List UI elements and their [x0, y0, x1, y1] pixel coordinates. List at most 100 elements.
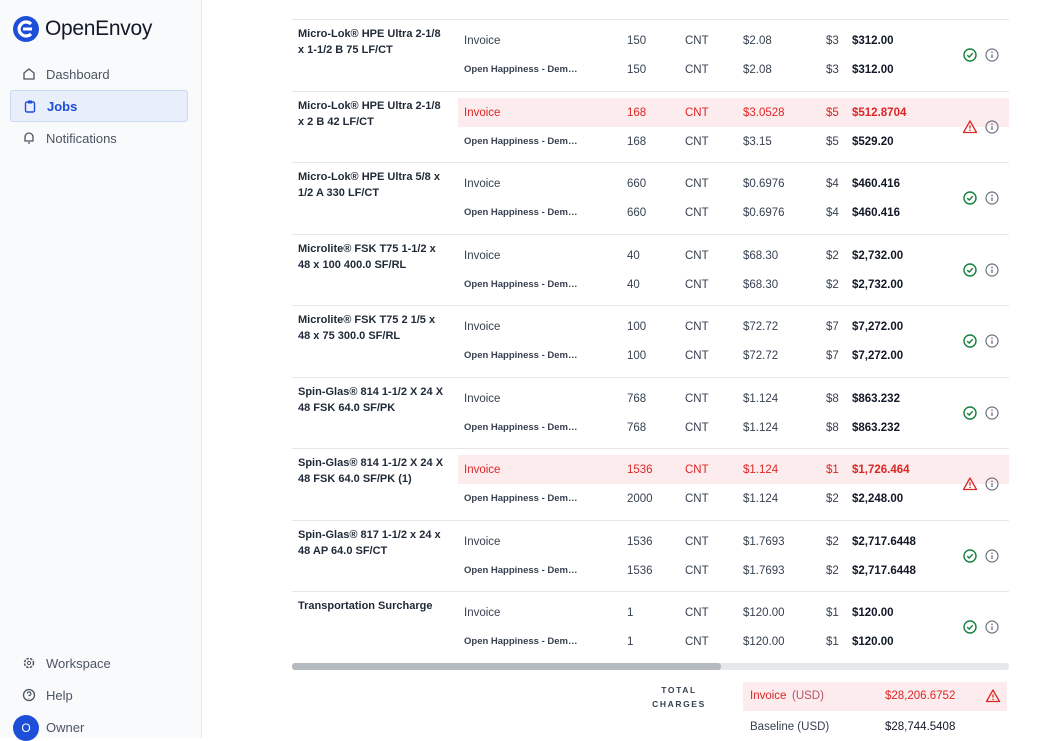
item-name: Micro-Lok® HPE Ultra 2-1/8 x 2 B 42 LF/C…	[298, 99, 441, 128]
tax-cell: $7	[826, 321, 839, 333]
tax-cell: $5	[826, 106, 839, 119]
unit-price-cell: $2.08	[743, 35, 772, 47]
sidebar: OpenEnvoy Dashboard Jobs Notifications W…	[0, 0, 202, 741]
nav-item[interactable]: Workspace	[10, 647, 188, 679]
uom-cell: CNT	[685, 421, 709, 434]
uom-cell: CNT	[685, 464, 709, 476]
source-cell: Invoice	[464, 464, 501, 476]
source-cell: Open Happiness - Dem…	[464, 135, 578, 147]
item-name: Spin-Glas® 817 1-1/2 x 24 x 48 AP 64.0 S…	[298, 528, 441, 557]
item-name: Transportation Surcharge	[298, 600, 433, 612]
nav-label: Help	[46, 687, 73, 703]
warning-triangle	[962, 119, 978, 133]
ok-icon	[963, 620, 977, 634]
unit-price-cell: $1.7693	[743, 535, 785, 548]
info-circle	[985, 334, 999, 348]
row-divider	[292, 591, 1009, 592]
item-name: Microlite® FSK T75 1-1/2 x 48 x 100 400.…	[298, 242, 436, 271]
item-name: Spin-Glas® 814 1-1/2 X 24 X 48 FSK 64.0 …	[298, 457, 444, 485]
uom-cell: CNT	[685, 607, 709, 619]
total-cell: $529.20	[852, 135, 894, 148]
ok-icon	[963, 191, 977, 205]
source-cell: Invoice	[464, 321, 501, 333]
check-circle	[963, 620, 977, 634]
uom-cell: CNT	[685, 207, 709, 219]
uom-cell: CNT	[685, 64, 709, 76]
nav-item[interactable]: Notifications	[10, 122, 188, 154]
item-name: Spin-Glas® 814 1-1/2 X 24 X 48 FSK 64.0 …	[298, 385, 444, 414]
info-dot	[991, 623, 993, 625]
source-cell: Open Happiness - Dem…	[464, 64, 578, 75]
info-circle	[985, 477, 999, 491]
info-dot	[991, 265, 993, 268]
totals-label: TOTAL CHARGES	[652, 685, 706, 709]
info-icon[interactable]	[984, 190, 1000, 206]
info-icon[interactable]	[984, 405, 1000, 421]
info-icon[interactable]	[984, 262, 1000, 278]
info-circle	[985, 262, 999, 277]
row-divider	[292, 19, 1009, 20]
info-icon[interactable]	[984, 333, 1000, 349]
tax-cell: $4	[826, 207, 839, 219]
total-cell: $1,726.464	[852, 464, 910, 476]
info-circle	[985, 48, 999, 62]
info-icon[interactable]	[984, 47, 1000, 63]
info-icon[interactable]	[984, 619, 1000, 635]
icon-clip	[28, 100, 32, 104]
icon-gear-hub	[26, 660, 32, 666]
warning-icon	[962, 119, 978, 133]
nav-item[interactable]: Help	[10, 679, 188, 711]
info-icon[interactable]	[984, 119, 1000, 135]
quantity-cell: 168	[627, 106, 647, 119]
item-name: Micro-Lok® HPE Ultra 5/8 x 1/2 A 330 LF/…	[298, 171, 440, 199]
total-cell: $2,732.00	[852, 278, 904, 291]
icon	[23, 657, 35, 669]
quantity-cell: 150	[627, 35, 647, 47]
quantity-cell: 1	[627, 607, 634, 619]
avatar[interactable]: O	[13, 715, 39, 741]
total-cell: $7,272.00	[852, 350, 904, 362]
row-divider	[292, 377, 1009, 378]
row-divider	[292, 305, 1009, 306]
info-dot	[991, 551, 993, 554]
source-cell: Invoice	[464, 35, 501, 47]
tax-cell: $8	[826, 392, 839, 405]
warning-dot	[969, 486, 971, 489]
info-dot	[991, 480, 993, 482]
item-name: Micro-Lok® HPE Ultra 2-1/8 x 1-1/2 B 75 …	[298, 28, 441, 56]
uom-cell: CNT	[685, 106, 709, 119]
info-circle	[985, 620, 999, 634]
quantity-cell: 100	[627, 321, 647, 333]
uom-cell: CNT	[685, 493, 709, 505]
check-circle	[963, 262, 977, 277]
warning-triangle	[985, 689, 1001, 703]
warning-icon	[985, 689, 1001, 703]
info-circle	[985, 548, 999, 563]
tax-cell: $5	[826, 135, 839, 148]
info-circle	[985, 191, 999, 205]
source-cell: Open Happiness - Dem…	[464, 564, 578, 576]
info-icon[interactable]	[984, 548, 1000, 564]
check	[966, 195, 974, 201]
total-cell: $2,717.6448	[852, 535, 916, 548]
info-circle	[985, 405, 999, 420]
source-cell: Invoice	[464, 607, 501, 619]
total-cell: $312.00	[852, 64, 894, 76]
scrollbar-thumb[interactable]	[292, 663, 721, 670]
nav-label: Notifications	[46, 130, 117, 146]
warning-triangle	[962, 477, 978, 491]
tax-cell: $1	[826, 464, 839, 476]
info-icon[interactable]	[984, 476, 1000, 492]
nav-item[interactable]: Dashboard	[10, 58, 188, 90]
total-cell: $312.00	[852, 35, 894, 47]
baseline-label: Baseline (USD)	[750, 721, 830, 733]
unit-price-cell: $68.30	[743, 278, 779, 291]
logo-arc	[17, 20, 33, 38]
quantity-cell: 768	[627, 421, 647, 434]
quantity-cell: 2000	[627, 493, 653, 505]
tax-cell: $2	[826, 278, 839, 291]
nav-item[interactable]: Jobs	[10, 90, 188, 122]
uom-cell: CNT	[685, 564, 709, 577]
total-cell: $460.416	[852, 178, 900, 190]
